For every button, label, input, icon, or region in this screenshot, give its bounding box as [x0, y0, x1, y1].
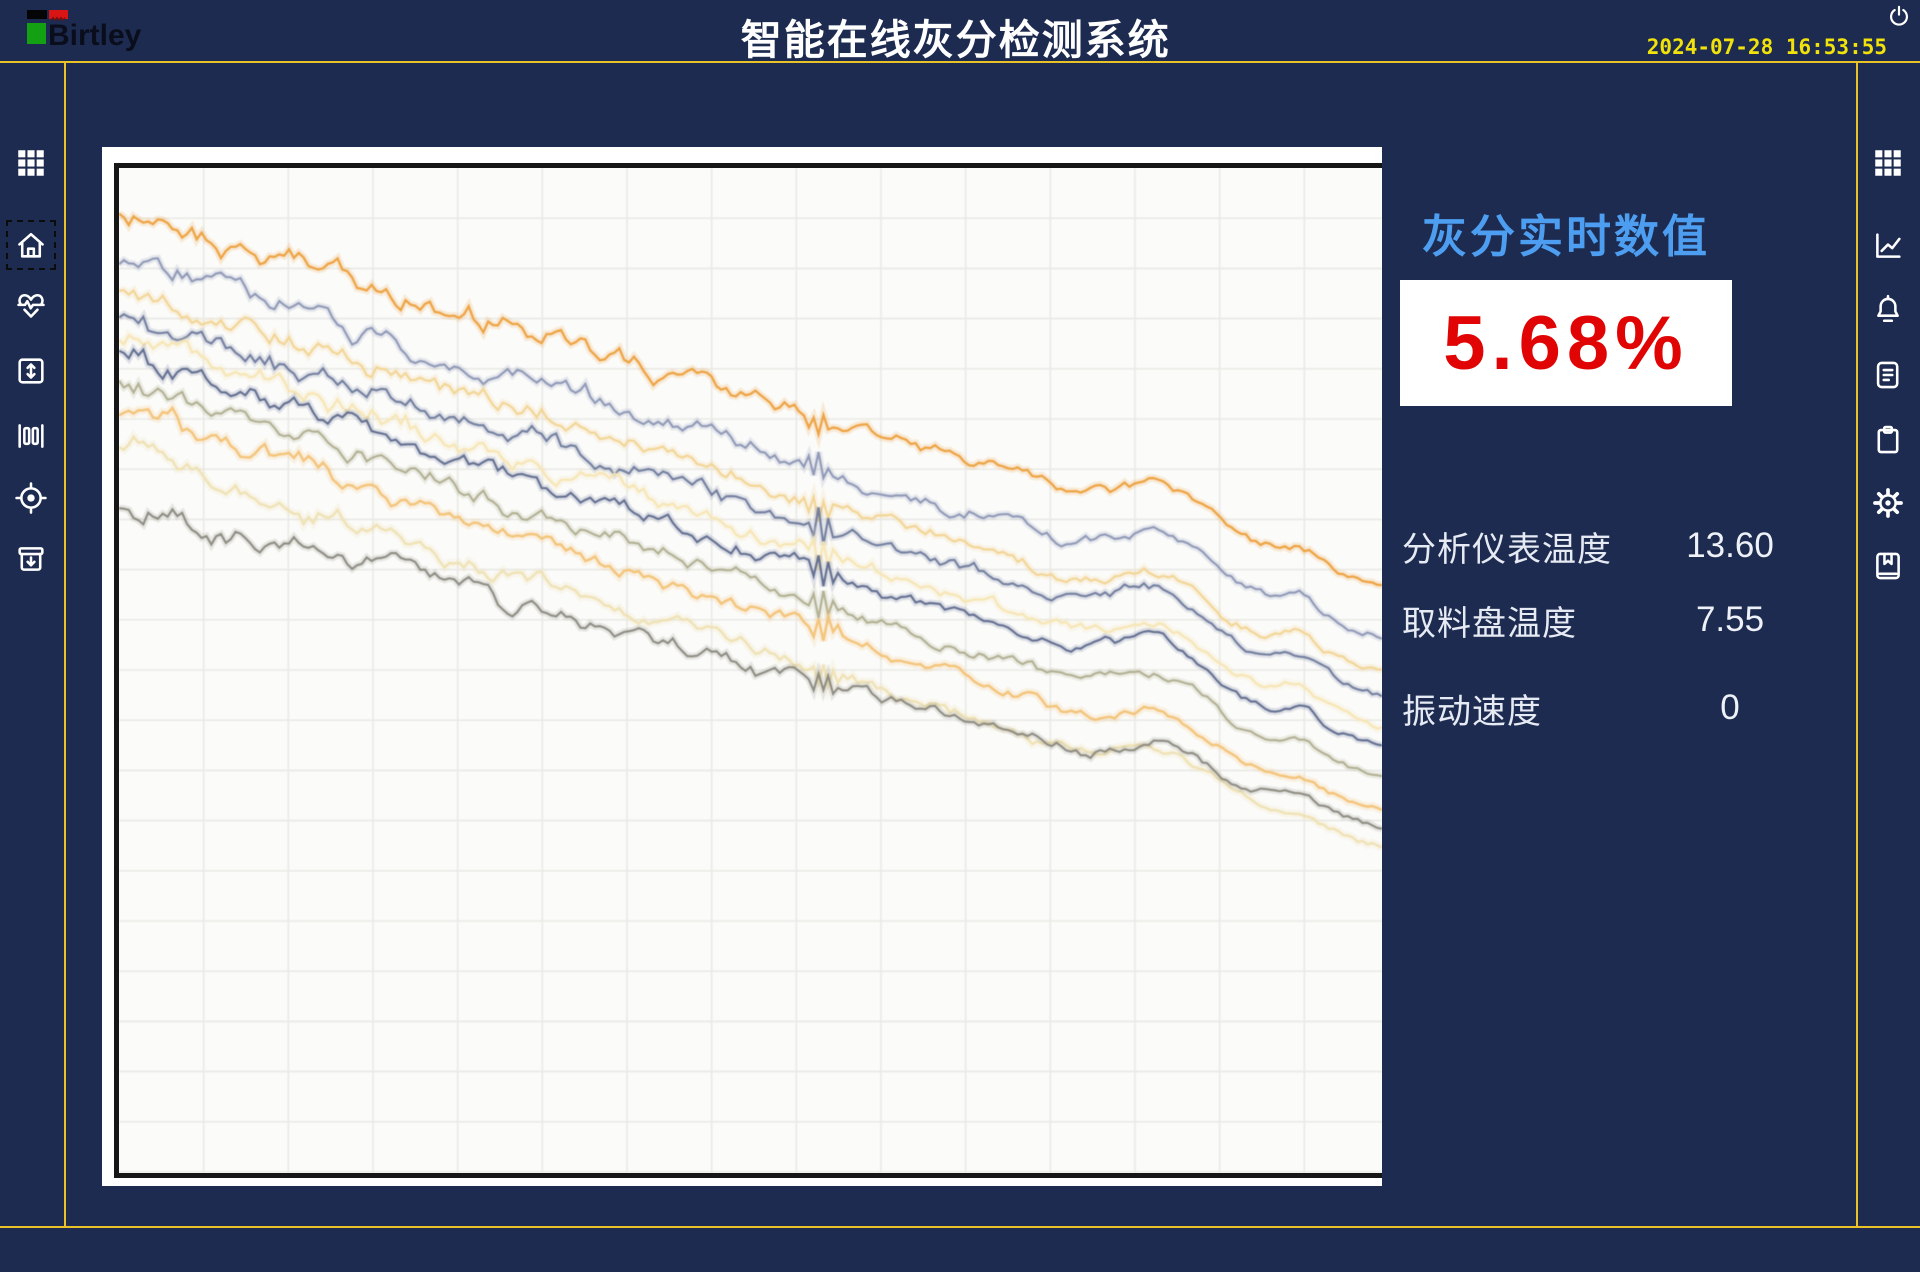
- archive-down-icon: [14, 542, 48, 576]
- left-nav-target[interactable]: [6, 473, 56, 523]
- logo-red-square: [49, 10, 68, 22]
- reading-value: 13.60: [1686, 526, 1774, 565]
- right-sidebar: [1856, 63, 1920, 1226]
- left-nav-lift[interactable]: [6, 346, 56, 396]
- reading-label: 振动速度: [1402, 692, 1542, 731]
- target-icon: [14, 481, 48, 515]
- reading-row-tray-temp: 取料盘温度 7.55: [1402, 598, 1800, 643]
- bottom-divider-line: [0, 1226, 1920, 1228]
- right-nav-records[interactable]: [1863, 350, 1913, 400]
- trend-chart-plot[interactable]: [114, 163, 1382, 1178]
- heart-pulse-icon: [14, 289, 48, 323]
- home-icon: [14, 228, 48, 262]
- logo-zigzag-icon: [50, 16, 66, 22]
- right-nav-menu[interactable]: [1863, 138, 1913, 188]
- trend-chart-svg: [119, 168, 1382, 1173]
- line-chart-icon: [1871, 229, 1905, 263]
- left-nav-archive[interactable]: [6, 534, 56, 584]
- ash-panel-title: 灰分实时数值: [1421, 211, 1710, 262]
- left-nav-columns[interactable]: [6, 411, 56, 461]
- clipboard-icon: [1871, 423, 1905, 457]
- power-icon[interactable]: [1886, 4, 1912, 30]
- header-bar: Birtley 智能在线灰分检测系统 2024-07-28 16:53:55: [0, 0, 1920, 63]
- logo-green-square: [27, 23, 46, 44]
- reading-value: 7.55: [1695, 600, 1765, 639]
- columns-icon: [14, 419, 48, 453]
- page-title: 智能在线灰分检测系统: [740, 17, 1171, 63]
- reading-row-analyzer-temp: 分析仪表温度 13.60: [1402, 524, 1800, 569]
- ash-value-box: 5.68%: [1400, 280, 1732, 406]
- book-icon: [1871, 549, 1905, 583]
- grid-icon: [14, 146, 48, 180]
- ash-value: 5.68%: [1443, 300, 1689, 386]
- right-nav-manual[interactable]: [1863, 541, 1913, 591]
- right-nav-alarms[interactable]: [1863, 285, 1913, 335]
- reading-label: 取料盘温度: [1402, 604, 1577, 643]
- datetime-display: 2024-07-28 16:53:55: [1646, 35, 1887, 59]
- reading-row-vibration-speed: 振动速度 0: [1402, 686, 1800, 731]
- readings-list: 分析仪表温度 13.60 取料盘温度 7.55 振动速度 0: [1402, 524, 1800, 731]
- left-nav-menu[interactable]: [6, 138, 56, 188]
- reading-value: 0: [1720, 688, 1740, 727]
- footer-bar: [0, 1228, 1920, 1272]
- left-sidebar: [0, 63, 66, 1226]
- bell-icon: [1871, 293, 1905, 327]
- right-nav-trend[interactable]: [1863, 221, 1913, 271]
- trend-chart-panel: [102, 147, 1382, 1186]
- reading-label: 分析仪表温度: [1402, 530, 1612, 569]
- gear-icon: [1871, 486, 1905, 520]
- document-icon: [1871, 358, 1905, 392]
- right-nav-report[interactable]: [1863, 415, 1913, 465]
- logo-black-square: [27, 10, 47, 19]
- left-nav-home[interactable]: [6, 220, 56, 270]
- logo-text: Birtley: [48, 19, 142, 52]
- birtley-logo: Birtley: [27, 10, 157, 52]
- right-nav-settings[interactable]: [1863, 478, 1913, 528]
- grid-icon: [1871, 146, 1905, 180]
- left-nav-health[interactable]: [6, 281, 56, 331]
- expand-vertical-icon: [14, 354, 48, 388]
